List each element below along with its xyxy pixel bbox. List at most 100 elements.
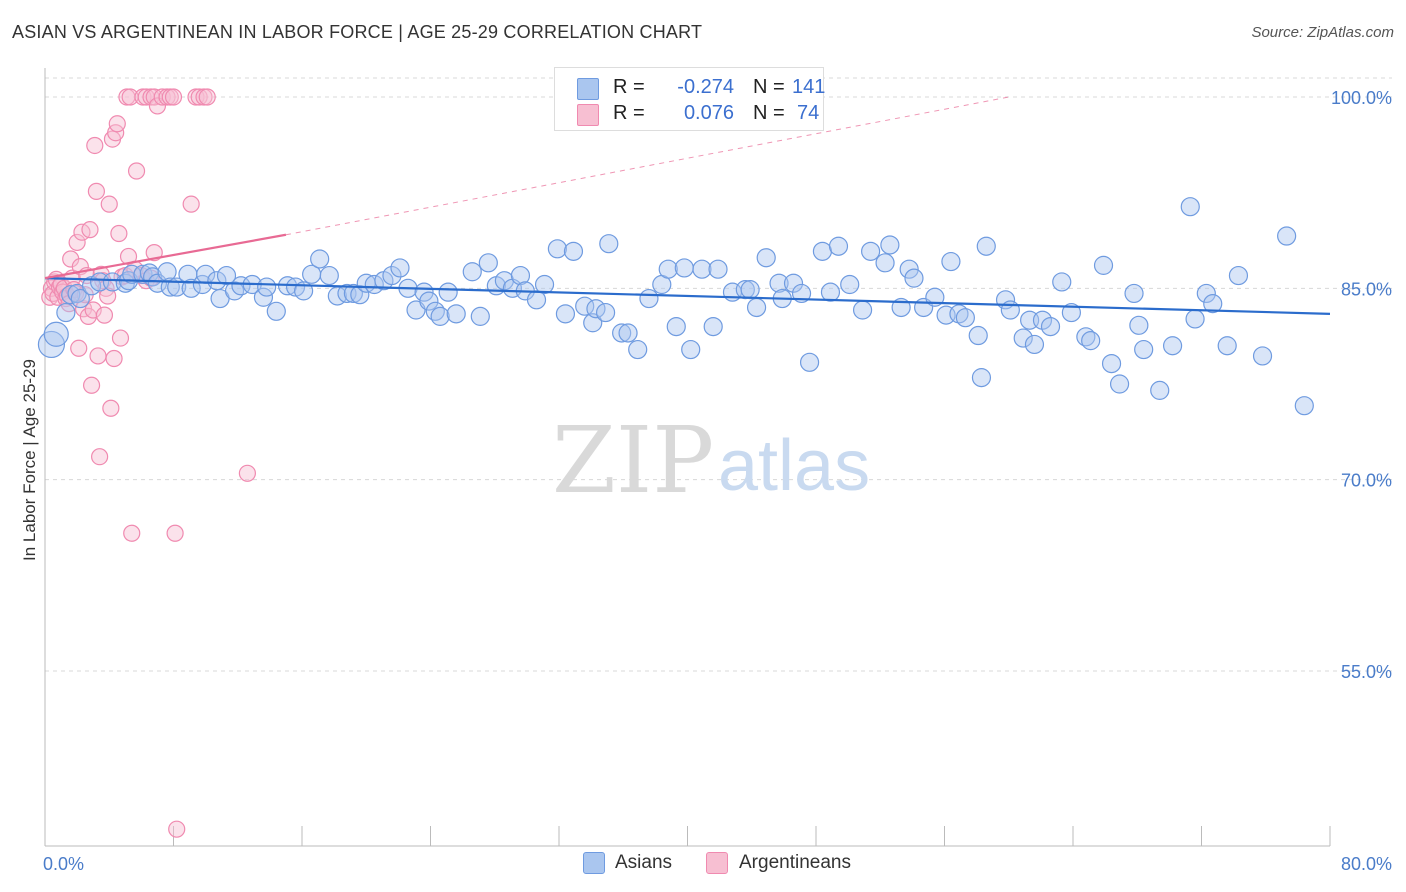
asians-point	[1150, 380, 1170, 400]
asians-point	[478, 253, 498, 273]
asians-point	[1252, 346, 1273, 366]
asians-point	[740, 280, 760, 300]
asians-point	[257, 277, 277, 297]
argentineans-points	[41, 88, 256, 838]
asians-point	[1203, 294, 1223, 314]
asians-point	[899, 259, 919, 279]
argentineans-point	[102, 399, 120, 417]
argentineans-point	[127, 162, 146, 180]
argentineans-trend-line	[44, 233, 287, 280]
asians-point	[1277, 226, 1297, 246]
asians-point	[628, 339, 648, 360]
asians-point	[852, 300, 873, 320]
argentineans-point	[182, 195, 200, 213]
argentineans-trend-extension	[285, 96, 1009, 236]
axes	[44, 68, 1331, 847]
asians-point	[319, 265, 339, 286]
legend-r-value: 0.076	[683, 102, 734, 124]
argentineans-legend-label: Argentineans	[739, 852, 851, 873]
legend-n-label: N =	[753, 76, 785, 98]
asians-point	[470, 306, 490, 326]
grid-lines	[45, 77, 1392, 672]
asians-point	[1294, 396, 1314, 416]
asians-point	[955, 308, 975, 328]
y-tick-label: 55.0%	[1341, 662, 1392, 682]
argentineans-point	[95, 306, 114, 324]
asians-point	[783, 273, 804, 293]
asians-point	[583, 313, 603, 333]
asians-point	[575, 296, 595, 316]
trend-lines	[44, 96, 1331, 315]
asians-point	[799, 352, 820, 372]
asians-point	[599, 234, 619, 254]
argentineans-point	[100, 195, 118, 213]
asians-point	[462, 262, 482, 282]
asians-point	[1040, 317, 1061, 337]
asians-point	[756, 248, 776, 268]
asians-legend-swatch	[583, 852, 605, 874]
argentineans-point	[238, 464, 256, 482]
asians-point	[1124, 283, 1144, 304]
asians-point	[364, 274, 384, 295]
argentineans-point	[87, 182, 106, 200]
asians-point	[390, 258, 410, 278]
asians-point	[61, 285, 81, 305]
watermark-zip: ZIP	[552, 407, 714, 514]
asians-point	[1052, 272, 1072, 292]
watermark-atlas: atlas	[718, 426, 870, 506]
asians-point	[769, 273, 789, 293]
asians-point	[666, 317, 686, 337]
asians-point	[595, 302, 616, 323]
argentineans-point	[86, 136, 104, 155]
asians-point	[56, 302, 76, 323]
asians-swatch	[577, 78, 599, 100]
asians-point	[968, 325, 988, 346]
asians-point	[1228, 265, 1249, 286]
source-label: Source: ZipAtlas.com	[1251, 24, 1394, 41]
asians-point	[266, 301, 286, 321]
argentineans-point	[68, 233, 86, 252]
asians-point	[1180, 197, 1200, 217]
asians-point	[1061, 302, 1081, 323]
argentineans-legend-swatch	[706, 852, 728, 874]
argentineans-point	[84, 301, 102, 319]
argentineans-point	[99, 287, 117, 305]
asians-point	[547, 239, 567, 259]
x-tick-label-max: 80.0%	[1341, 854, 1392, 874]
asians-point	[70, 288, 90, 309]
watermark: ZIP atlas	[552, 407, 870, 514]
asians-point	[1013, 328, 1033, 348]
stats-legend: R = -0.274 N = 141 R = 0.076 N = 74	[554, 67, 825, 131]
legend-r-value: -0.274	[677, 76, 734, 98]
y-tick-label: 100.0%	[1331, 88, 1392, 108]
argentineans-point	[81, 221, 99, 239]
asians-point	[692, 259, 712, 279]
argentineans-swatch	[577, 104, 599, 126]
asians-point	[941, 251, 961, 272]
asians-point	[861, 241, 881, 261]
asians-point	[382, 265, 402, 286]
asians-point	[438, 282, 458, 302]
argentineans-point	[123, 524, 141, 542]
asians-point	[904, 268, 924, 288]
asians-point	[971, 368, 992, 388]
asians-legend-label: Asians	[615, 852, 673, 873]
asians-point	[812, 241, 833, 261]
asians-point	[1081, 331, 1101, 351]
y-axis-label: In Labor Force | Age 25-29	[20, 359, 39, 561]
argentineans-point	[110, 224, 128, 243]
asians-point	[703, 317, 723, 337]
asians-point	[310, 249, 330, 269]
argentineans-point	[164, 88, 183, 106]
asians-point	[618, 323, 638, 343]
asians-point	[1134, 339, 1154, 360]
asians-point	[1101, 353, 1122, 374]
asians-point	[612, 323, 632, 343]
asians-point	[1217, 336, 1237, 356]
asians-point	[875, 253, 895, 273]
asians-point	[828, 236, 849, 256]
asians-point	[674, 258, 694, 278]
asians-point	[586, 299, 606, 319]
legend-n-label: N =	[753, 102, 785, 124]
